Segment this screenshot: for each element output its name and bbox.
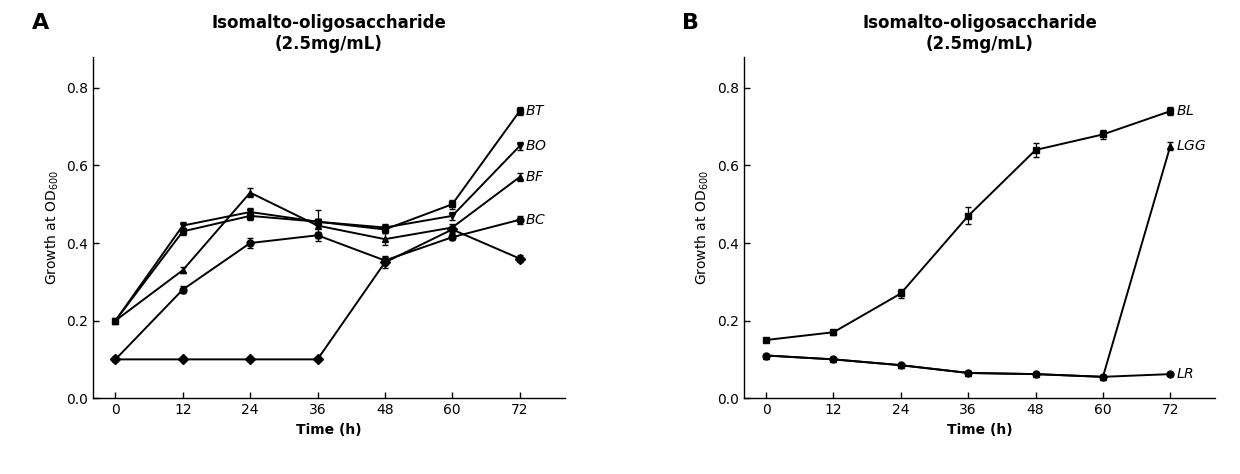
Text: B: B xyxy=(682,12,699,33)
Title: Isomalto-oligosaccharide
(2.5mg/mL): Isomalto-oligosaccharide (2.5mg/mL) xyxy=(862,14,1097,53)
Text: $\mathit{LR}$: $\mathit{LR}$ xyxy=(1176,367,1194,381)
Text: $\mathit{BT}$: $\mathit{BT}$ xyxy=(526,104,546,118)
Text: $\mathit{BF}$: $\mathit{BF}$ xyxy=(526,170,544,184)
Y-axis label: Growth at OD$_{600}$: Growth at OD$_{600}$ xyxy=(694,170,712,285)
Text: $\mathit{LGG}$: $\mathit{LGG}$ xyxy=(1176,139,1207,153)
Title: Isomalto-oligosaccharide
(2.5mg/mL): Isomalto-oligosaccharide (2.5mg/mL) xyxy=(211,14,446,53)
Text: $\mathit{BO}$: $\mathit{BO}$ xyxy=(526,139,547,153)
X-axis label: Time (h): Time (h) xyxy=(296,423,362,437)
Text: $\mathit{BC}$: $\mathit{BC}$ xyxy=(526,213,547,227)
Text: $\mathit{BL}$: $\mathit{BL}$ xyxy=(1176,104,1194,118)
Y-axis label: Growth at OD$_{600}$: Growth at OD$_{600}$ xyxy=(43,170,61,285)
Text: A: A xyxy=(32,12,48,33)
X-axis label: Time (h): Time (h) xyxy=(946,423,1012,437)
